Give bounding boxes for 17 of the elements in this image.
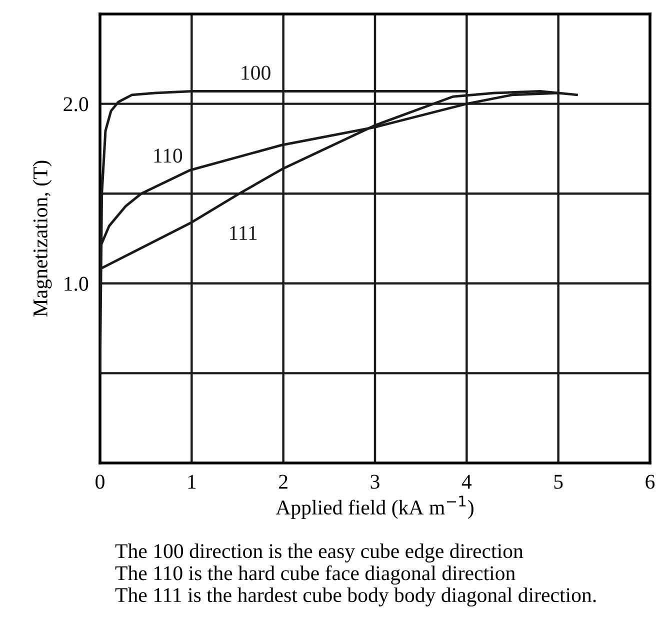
- x-tick-label: 2: [279, 474, 288, 489]
- series-label: 111: [230, 226, 257, 240]
- x-tick-label: 0: [96, 474, 104, 489]
- text: The 111 is the hardest cube body body diagonal direction.: [115, 587, 596, 606]
- x-tick-label: 4: [462, 474, 472, 489]
- y-tick-label: 2.0: [64, 97, 88, 112]
- text: The 100 direction is the easy cube edge direction: [115, 544, 524, 562]
- y-tick-label: 1.0: [64, 276, 88, 291]
- x-tick-label: 3: [370, 474, 380, 489]
- y-axis-title: Magnetization, (T): [32, 160, 52, 317]
- x-axis-title: Applied field (kA m$^{−1}$): [276, 496, 474, 519]
- x-tick-label: 6: [646, 474, 655, 489]
- text: The 110 is the hard cube face diagonal direction: [115, 565, 516, 585]
- series-label: 100: [242, 66, 270, 80]
- x-tick-label: 5: [554, 474, 563, 489]
- series-label: 110: [154, 148, 182, 163]
- x-tick-label: 1: [188, 474, 196, 489]
